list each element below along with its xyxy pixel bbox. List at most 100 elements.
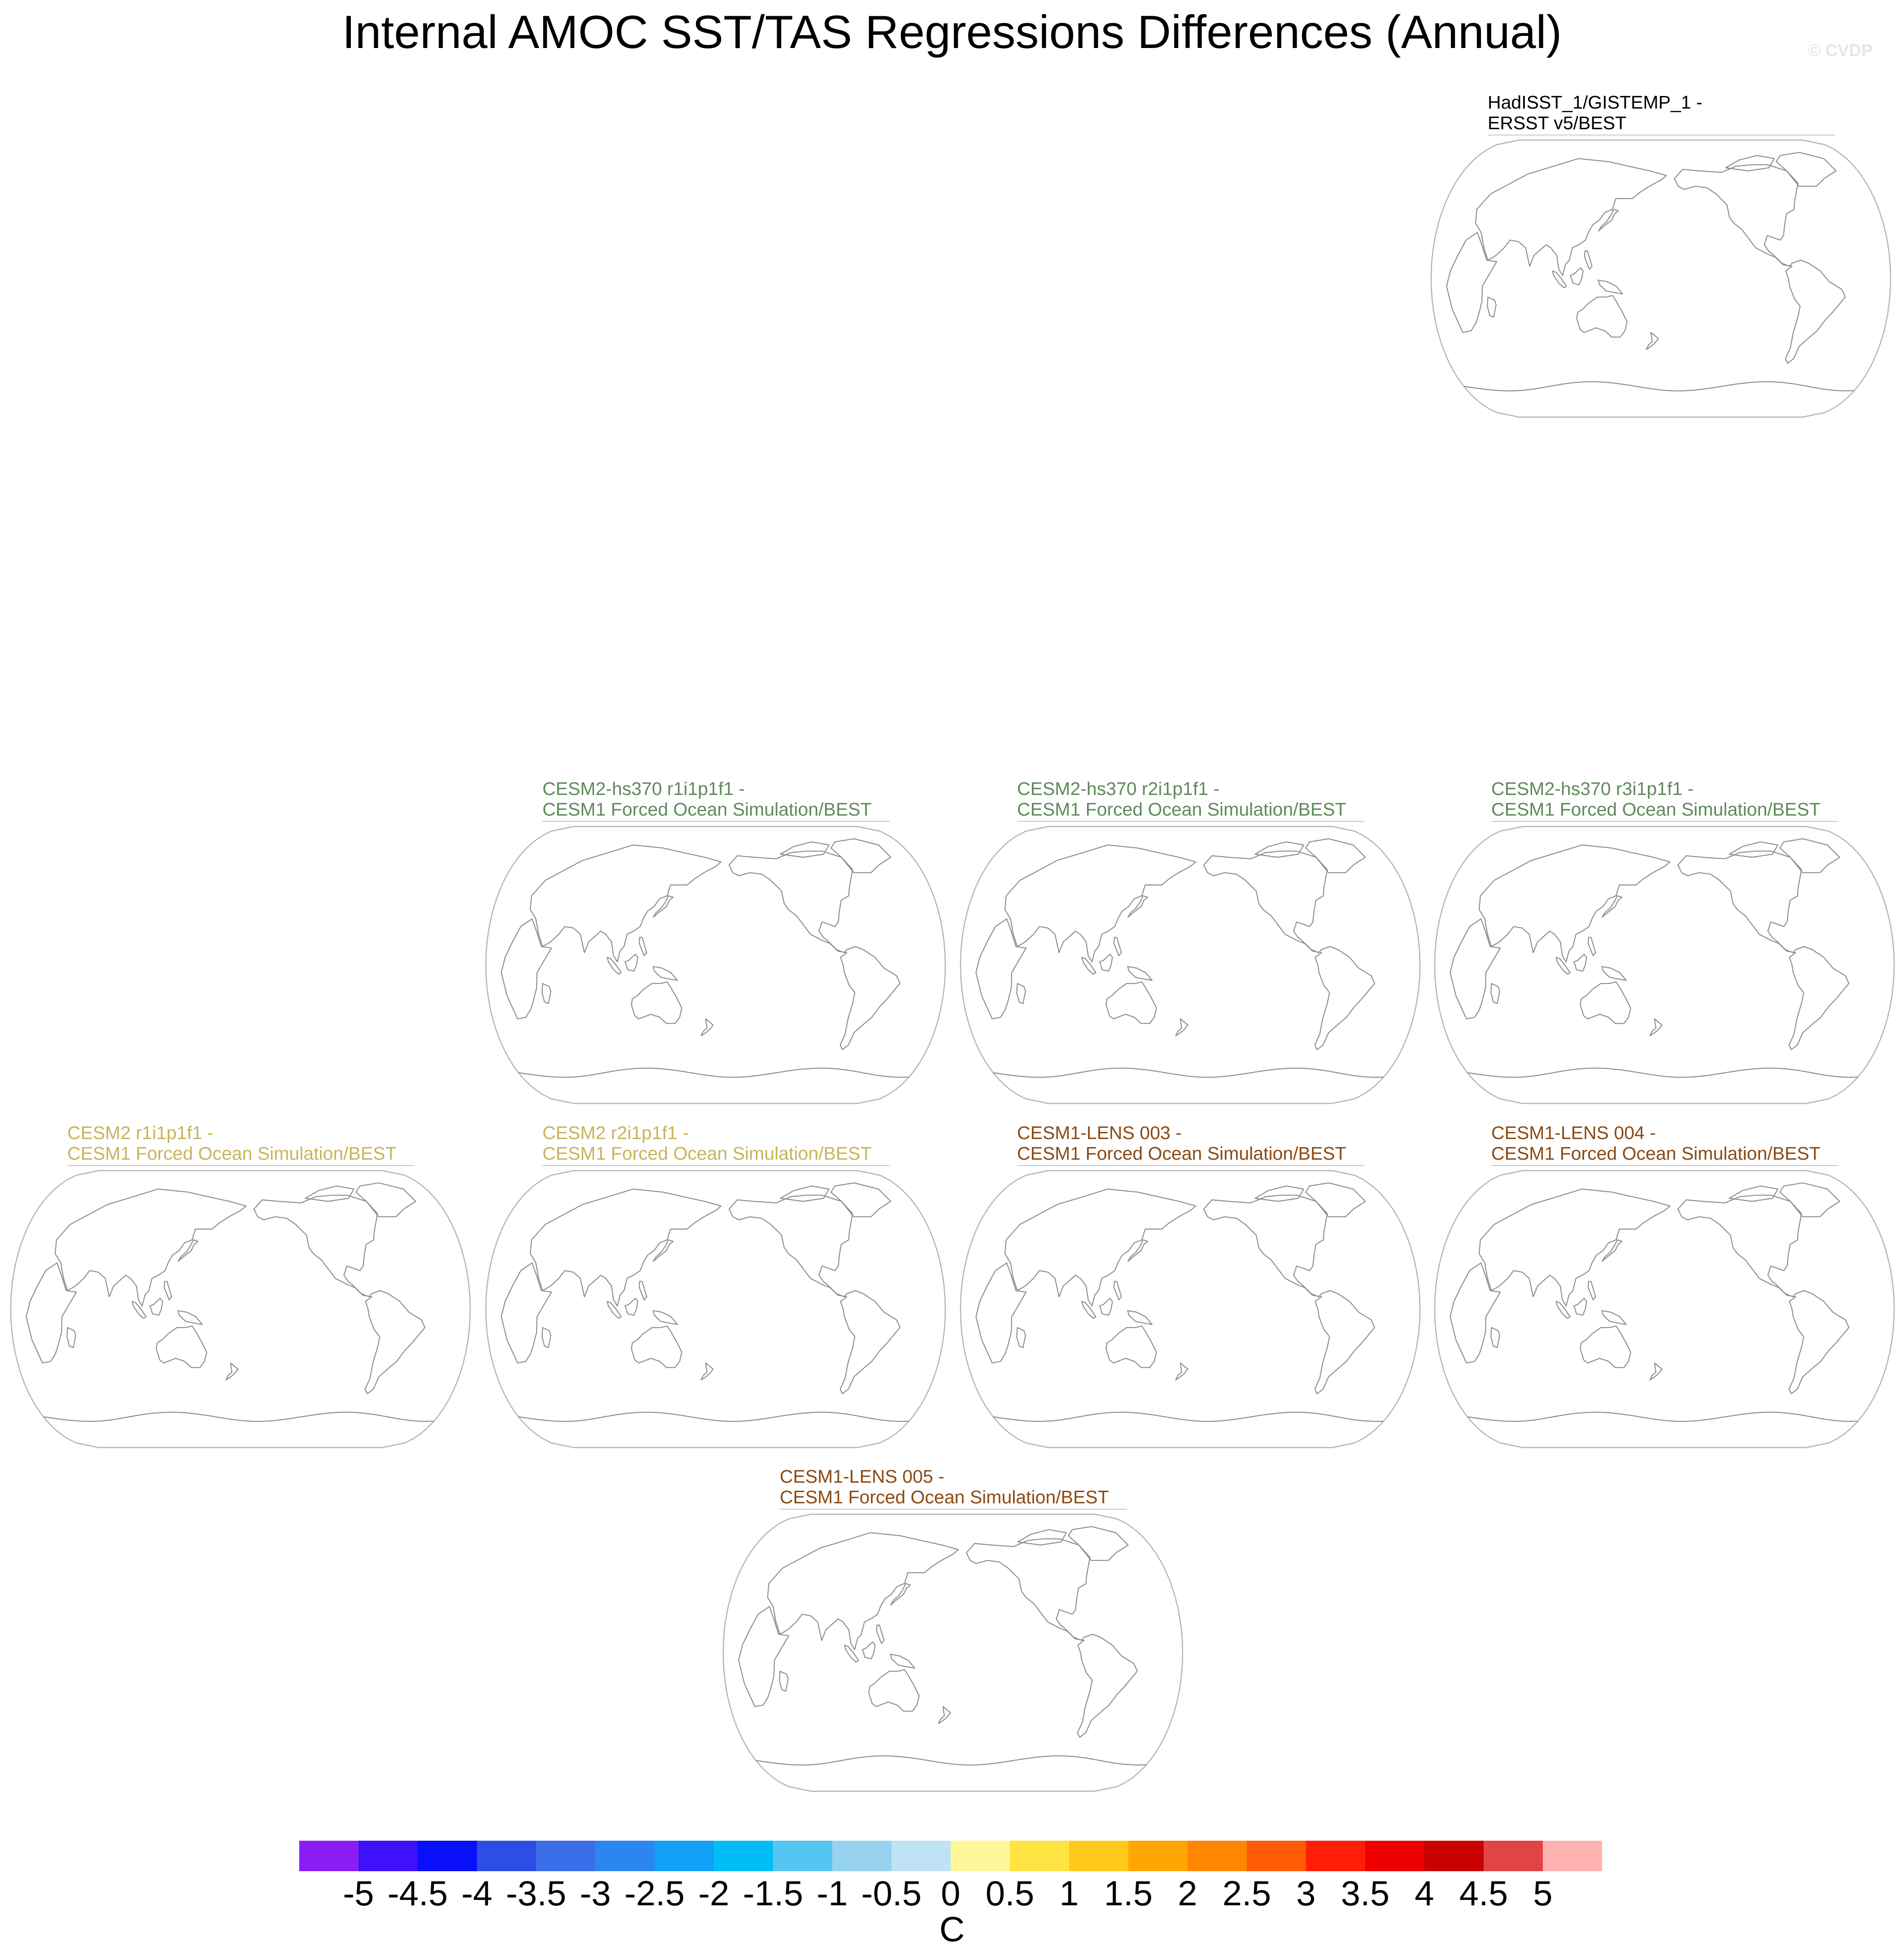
panel-title-line1: CESM2-hs370 r2i1p1f1 - (1017, 778, 1220, 799)
panel-title: HadISST_1/GISTEMP_1 - ERSST v5/BEST (1488, 92, 1703, 133)
colorbar-swatch (1543, 1841, 1602, 1871)
panel-title-rule (780, 1509, 1127, 1510)
colorbar-tick-label: 5 (1533, 1873, 1553, 1913)
map-border (960, 826, 1421, 1104)
world-map (1434, 1170, 1895, 1448)
coastline (639, 937, 647, 956)
page-title: Internal AMOC SST/TAS Regressions Differ… (342, 6, 1562, 58)
coastline (1490, 1327, 1500, 1348)
panel-title: CESM1-LENS 004 - CESM1 Forced Ocean Simu… (1491, 1122, 1821, 1164)
coastline (1490, 983, 1500, 1004)
colorbar-tick-label: -4 (461, 1873, 493, 1913)
panel-title: CESM2 r2i1p1f1 - CESM1 Forced Ocean Simu… (542, 1122, 872, 1164)
colorbar-swatch (1484, 1841, 1543, 1871)
colorbar-tick-label: -0.5 (861, 1873, 922, 1913)
coastline (1584, 250, 1593, 270)
coastline (1601, 1310, 1627, 1325)
coastline (1598, 279, 1623, 295)
coastline-antarctica (1467, 1067, 1858, 1078)
coastline (1779, 1182, 1840, 1218)
coastline (1105, 981, 1157, 1024)
coastline (868, 1669, 920, 1712)
colorbar-swatch (1188, 1841, 1247, 1871)
map-panel-cesm1-lens-005: CESM1-LENS 005 - CESM1 Forced Ocean Simu… (720, 1466, 1186, 1861)
coastline (1305, 1182, 1366, 1218)
coastline (938, 1706, 951, 1724)
coastline (653, 1239, 674, 1262)
map-panel-cesm2-r2: CESM2 r2i1p1f1 - CESM1 Forced Ocean Simu… (482, 1122, 949, 1517)
colorbar-tick-label: 3 (1296, 1873, 1316, 1913)
coastline (542, 1327, 551, 1348)
colorbar-tick-label: 0.5 (985, 1873, 1035, 1913)
coastline (1674, 164, 1846, 364)
world-map (485, 826, 946, 1104)
coastline (653, 895, 674, 918)
world-map (960, 826, 1421, 1104)
coastline (501, 918, 552, 1020)
coastline (54, 1188, 247, 1307)
map-panel-cesm2-r1: CESM2 r1i1p1f1 - CESM1 Forced Ocean Simu… (7, 1122, 474, 1517)
panel-title: CESM2-hs370 r2i1p1f1 - CESM1 Forced Ocea… (1017, 778, 1346, 820)
colorbar-tick-label: 2.5 (1222, 1873, 1271, 1913)
panel-title-line2: CESM1 Forced Ocean Simulation/BEST (1017, 1143, 1346, 1164)
colorbar-tick-label: -3 (580, 1873, 611, 1913)
colorbar-tick-label: -2.5 (624, 1873, 685, 1913)
colorbar-tick-label: -5 (343, 1873, 374, 1913)
coastline (607, 1301, 622, 1319)
coastline (1127, 966, 1153, 981)
colorbar-swatch (536, 1841, 596, 1871)
panel-title-line1: CESM1-LENS 003 - (1017, 1122, 1182, 1143)
colorbar-swatch (773, 1841, 833, 1871)
coastline-antarctica (518, 1411, 909, 1422)
coastline (1446, 232, 1498, 333)
coastline (1729, 841, 1778, 858)
watermark: © CVDP (1808, 41, 1873, 60)
colorbar-tick-label: 2 (1178, 1873, 1197, 1913)
coastline (890, 1583, 911, 1606)
panel-title-line1: CESM2-hs370 r1i1p1f1 - (542, 778, 745, 799)
coastline (1580, 1325, 1631, 1368)
coastline (966, 1538, 1138, 1738)
coastline (1475, 158, 1667, 276)
panel-title: CESM1-LENS 003 - CESM1 Forced Ocean Simu… (1017, 1122, 1346, 1164)
coastline (975, 1262, 1027, 1364)
coastline (1677, 1195, 1850, 1394)
map-border (10, 1170, 471, 1448)
coastline (529, 844, 722, 963)
colorbar-tick-label: 4 (1415, 1873, 1434, 1913)
world-map (485, 1170, 946, 1448)
map-panel-cesm1-lens-003: CESM1-LENS 003 - CESM1 Forced Ocean Simu… (957, 1122, 1424, 1517)
coastline (1776, 152, 1837, 187)
colorbar-tick-label: -4.5 (387, 1873, 448, 1913)
panel-title-line1: CESM2 r1i1p1f1 - (67, 1122, 214, 1143)
coastline (1004, 1188, 1197, 1307)
coastline (26, 1262, 77, 1364)
map-border (1434, 1170, 1895, 1448)
panel-title-rule (542, 1165, 890, 1166)
colorbar-tick-label: 1.5 (1104, 1873, 1153, 1913)
panel-title: CESM2-hs370 r1i1p1f1 - CESM1 Forced Ocea… (542, 778, 872, 820)
coastline (607, 956, 622, 975)
panel-title-line2: CESM1 Forced Ocean Simulation/BEST (67, 1143, 397, 1164)
coastline (1555, 956, 1571, 975)
coastline (1017, 1529, 1067, 1546)
coastline (862, 1641, 876, 1659)
coastline (1478, 1188, 1671, 1307)
panel-title-line2: CESM1 Forced Ocean Simulation/BEST (1017, 799, 1346, 820)
coastline (1677, 851, 1850, 1050)
panel-title: CESM1-LENS 005 - CESM1 Forced Ocean Simu… (780, 1466, 1109, 1507)
coastline (1646, 332, 1659, 350)
coastline (624, 1297, 638, 1316)
coastline (700, 1362, 714, 1380)
coastline (1573, 953, 1587, 972)
coastline (177, 1310, 203, 1325)
coastline-antarctica (1467, 1411, 1858, 1422)
coastline (1552, 270, 1567, 288)
coastline (1602, 1239, 1623, 1262)
coastline (1127, 1239, 1149, 1262)
panel-title-line1: CESM1-LENS 005 - (780, 1466, 944, 1487)
coastline-antarctica (43, 1411, 434, 1422)
coastline (225, 1362, 239, 1380)
coastline (1729, 1185, 1778, 1202)
map-border (485, 826, 946, 1104)
